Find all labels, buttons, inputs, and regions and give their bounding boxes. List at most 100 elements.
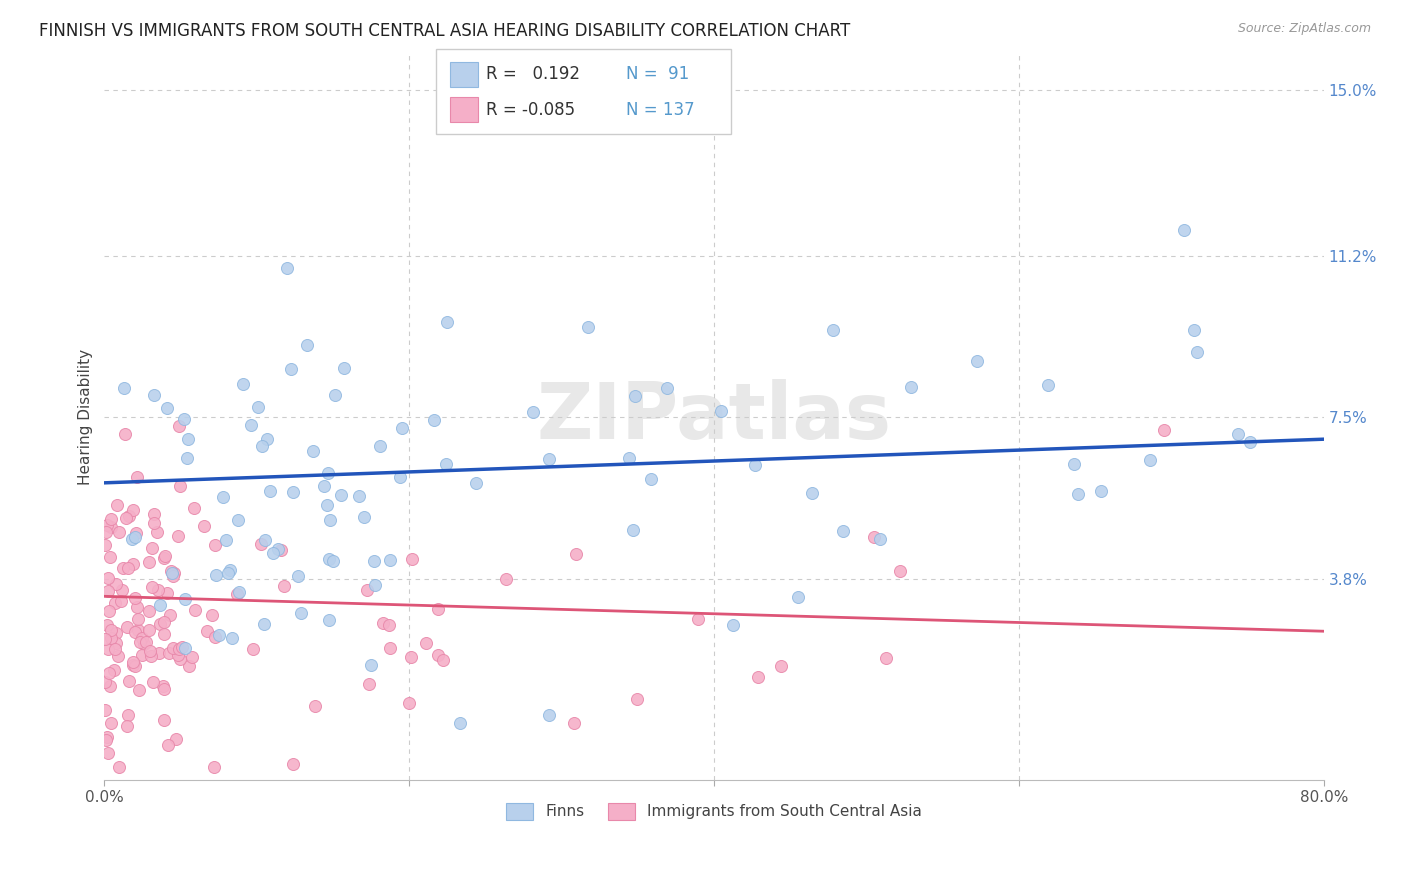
Point bbox=[162, 640, 184, 655]
Point bbox=[226, 587, 249, 601]
Point bbox=[142, 516, 165, 530]
Point bbox=[125, 599, 148, 614]
Point bbox=[432, 653, 454, 667]
Point bbox=[143, 388, 166, 402]
Point bbox=[114, 427, 136, 442]
Point bbox=[364, 578, 387, 592]
Point bbox=[617, 451, 640, 466]
Point bbox=[1063, 457, 1085, 471]
Point bbox=[110, 594, 132, 608]
Point bbox=[686, 612, 709, 626]
Point bbox=[316, 498, 339, 512]
Point bbox=[399, 649, 422, 664]
Point bbox=[267, 542, 290, 557]
Point bbox=[1182, 323, 1205, 337]
Point bbox=[232, 377, 254, 392]
Point bbox=[98, 665, 121, 680]
Point bbox=[183, 501, 205, 516]
Point bbox=[204, 568, 226, 582]
Point bbox=[115, 620, 138, 634]
Point bbox=[389, 470, 412, 484]
Point bbox=[100, 623, 122, 637]
Point bbox=[495, 572, 517, 586]
Point bbox=[370, 439, 392, 453]
Point bbox=[146, 583, 169, 598]
Text: R = -0.085: R = -0.085 bbox=[486, 101, 575, 119]
Point bbox=[1139, 453, 1161, 467]
Point bbox=[1239, 435, 1261, 450]
Point bbox=[174, 592, 197, 607]
Point bbox=[156, 585, 179, 599]
Point bbox=[138, 555, 160, 569]
Point bbox=[380, 553, 402, 567]
Point bbox=[204, 630, 226, 644]
Point bbox=[197, 624, 219, 638]
Point bbox=[426, 601, 449, 615]
Point bbox=[323, 388, 346, 402]
Point bbox=[131, 648, 153, 663]
Point bbox=[153, 615, 176, 629]
Point bbox=[94, 632, 117, 646]
Point bbox=[152, 679, 174, 693]
Point bbox=[801, 486, 824, 500]
Point bbox=[153, 627, 176, 641]
Point bbox=[142, 674, 165, 689]
Point bbox=[162, 568, 184, 582]
Point bbox=[167, 648, 190, 662]
Point bbox=[169, 641, 191, 656]
Point bbox=[160, 565, 183, 579]
Point bbox=[96, 617, 118, 632]
Text: Source: ZipAtlas.com: Source: ZipAtlas.com bbox=[1237, 22, 1371, 36]
Point bbox=[94, 538, 117, 552]
Point bbox=[177, 432, 200, 446]
Text: ZIPatlas: ZIPatlas bbox=[537, 379, 891, 456]
Point bbox=[290, 607, 312, 621]
Point bbox=[100, 520, 122, 534]
Point bbox=[160, 566, 183, 580]
Point bbox=[112, 382, 135, 396]
Point bbox=[108, 524, 131, 539]
Point bbox=[565, 547, 588, 561]
Point bbox=[107, 649, 129, 664]
Point bbox=[115, 719, 138, 733]
Point bbox=[262, 546, 284, 560]
Point bbox=[148, 646, 170, 660]
Point bbox=[153, 682, 176, 697]
Point bbox=[304, 698, 326, 713]
Point bbox=[1038, 378, 1060, 392]
Point bbox=[215, 533, 238, 547]
Point bbox=[141, 580, 163, 594]
Point bbox=[256, 432, 278, 446]
Point bbox=[103, 663, 125, 677]
Point bbox=[104, 641, 127, 656]
Point bbox=[747, 670, 769, 684]
Point bbox=[118, 674, 141, 689]
Point bbox=[124, 658, 146, 673]
Point bbox=[359, 677, 381, 691]
Point bbox=[128, 682, 150, 697]
Point bbox=[127, 623, 149, 637]
Point bbox=[356, 583, 378, 598]
Point bbox=[253, 616, 276, 631]
Point bbox=[121, 533, 143, 547]
Text: N = 137: N = 137 bbox=[626, 101, 695, 119]
Point bbox=[173, 412, 195, 426]
Point bbox=[537, 707, 560, 722]
Point bbox=[333, 360, 356, 375]
Point bbox=[115, 511, 138, 525]
Point bbox=[322, 554, 344, 568]
Point bbox=[302, 444, 325, 458]
Point bbox=[423, 413, 446, 427]
Point bbox=[378, 617, 401, 632]
Point bbox=[100, 631, 122, 645]
Point bbox=[117, 560, 139, 574]
Point bbox=[169, 652, 191, 666]
Point bbox=[143, 507, 166, 521]
Point bbox=[875, 651, 897, 665]
Point bbox=[149, 598, 172, 612]
Point bbox=[276, 261, 298, 276]
Point bbox=[135, 635, 157, 649]
Point bbox=[165, 732, 187, 747]
Point bbox=[94, 733, 117, 747]
Point bbox=[100, 512, 122, 526]
